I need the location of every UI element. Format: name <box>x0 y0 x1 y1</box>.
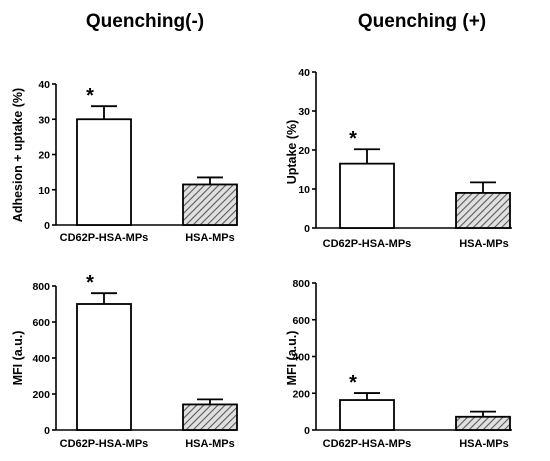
bar-hsa-mps <box>182 183 238 226</box>
y-tick-label: 0 <box>44 425 50 437</box>
bar-hsa-mps <box>455 191 511 229</box>
y-tick-label: 20 <box>38 150 50 162</box>
category-label: HSA-MPs <box>459 438 509 450</box>
y-axis-label: Adhesion + uptake (%) <box>11 88 25 222</box>
y-tick-label: 200 <box>292 388 310 400</box>
chart-panel-4: 0 200 400 600 800 MFI (a.u.) * CD62P-HSA-MPs HSA… <box>285 278 512 450</box>
y-tick-label: 400 <box>292 352 310 364</box>
y-tick-label: 0 <box>44 220 50 232</box>
y-tick-label: 200 <box>32 389 50 401</box>
bar-cd62p-hsa-mps <box>339 399 395 431</box>
y-tick-label: 600 <box>32 317 50 329</box>
y-tick-label: 400 <box>32 353 50 365</box>
y-tick-label: 40 <box>298 67 310 79</box>
y-tick-label: 600 <box>292 315 310 327</box>
column-title-quenching-minus: Quenching(-) <box>86 11 204 32</box>
significance-star: * <box>86 85 94 107</box>
y-tick-label: 30 <box>298 106 310 118</box>
significance-star: * <box>349 372 357 394</box>
y-tick-label: 10 <box>38 185 50 197</box>
chart-panel-3: 0 200 400 600 800 MFI (a.u.) * CD62P-HSA-MPs HSA… <box>11 272 238 450</box>
bar-cd62p-hsa-mps <box>76 118 132 226</box>
y-tick-label: 30 <box>38 114 50 126</box>
column-title-quenching-plus: Quenching (+) <box>358 11 486 32</box>
bar-hsa-mps <box>455 415 511 431</box>
significance-star: * <box>86 272 94 294</box>
category-label: HSA-MPs <box>459 238 509 250</box>
y-tick-label: 800 <box>32 281 50 293</box>
category-label: HSA-MPs <box>185 438 235 450</box>
y-axis-label: Uptake (%) <box>285 120 299 185</box>
bar-cd62p-hsa-mps <box>339 162 395 229</box>
y-tick-label: 10 <box>298 184 310 196</box>
y-axis-label: MFI (a.u.) <box>11 331 25 386</box>
category-label: CD62P-HSA-MPs <box>60 438 149 450</box>
y-tick-label: 40 <box>38 79 50 91</box>
y-axis-label: MFI (a.u.) <box>285 331 299 386</box>
y-tick-label: 0 <box>304 425 310 437</box>
category-label: CD62P-HSA-MPs <box>60 232 149 244</box>
category-label: CD62P-HSA-MPs <box>323 438 412 450</box>
y-tick-label: 800 <box>292 278 310 290</box>
category-label: HSA-MPs <box>185 232 235 244</box>
category-label: CD62P-HSA-MPs <box>323 238 412 250</box>
panels: 0 10 20 30 40 Adhesion + uptake (%) * CD62P-HSA… <box>11 67 512 450</box>
y-tick-label: 20 <box>298 145 310 157</box>
chart-panel-1: 0 10 20 30 40 Adhesion + uptake (%) * CD62P-HSA… <box>11 79 238 244</box>
significance-star: * <box>349 128 357 150</box>
bar-cd62p-hsa-mps <box>76 303 132 431</box>
chart-panel-2: 0 10 20 30 40 Uptake (%) * CD62P-HSA-MPs HSA-MPs <box>285 67 512 250</box>
y-tick-label: 0 <box>304 223 310 235</box>
bar-hsa-mps <box>182 403 238 431</box>
